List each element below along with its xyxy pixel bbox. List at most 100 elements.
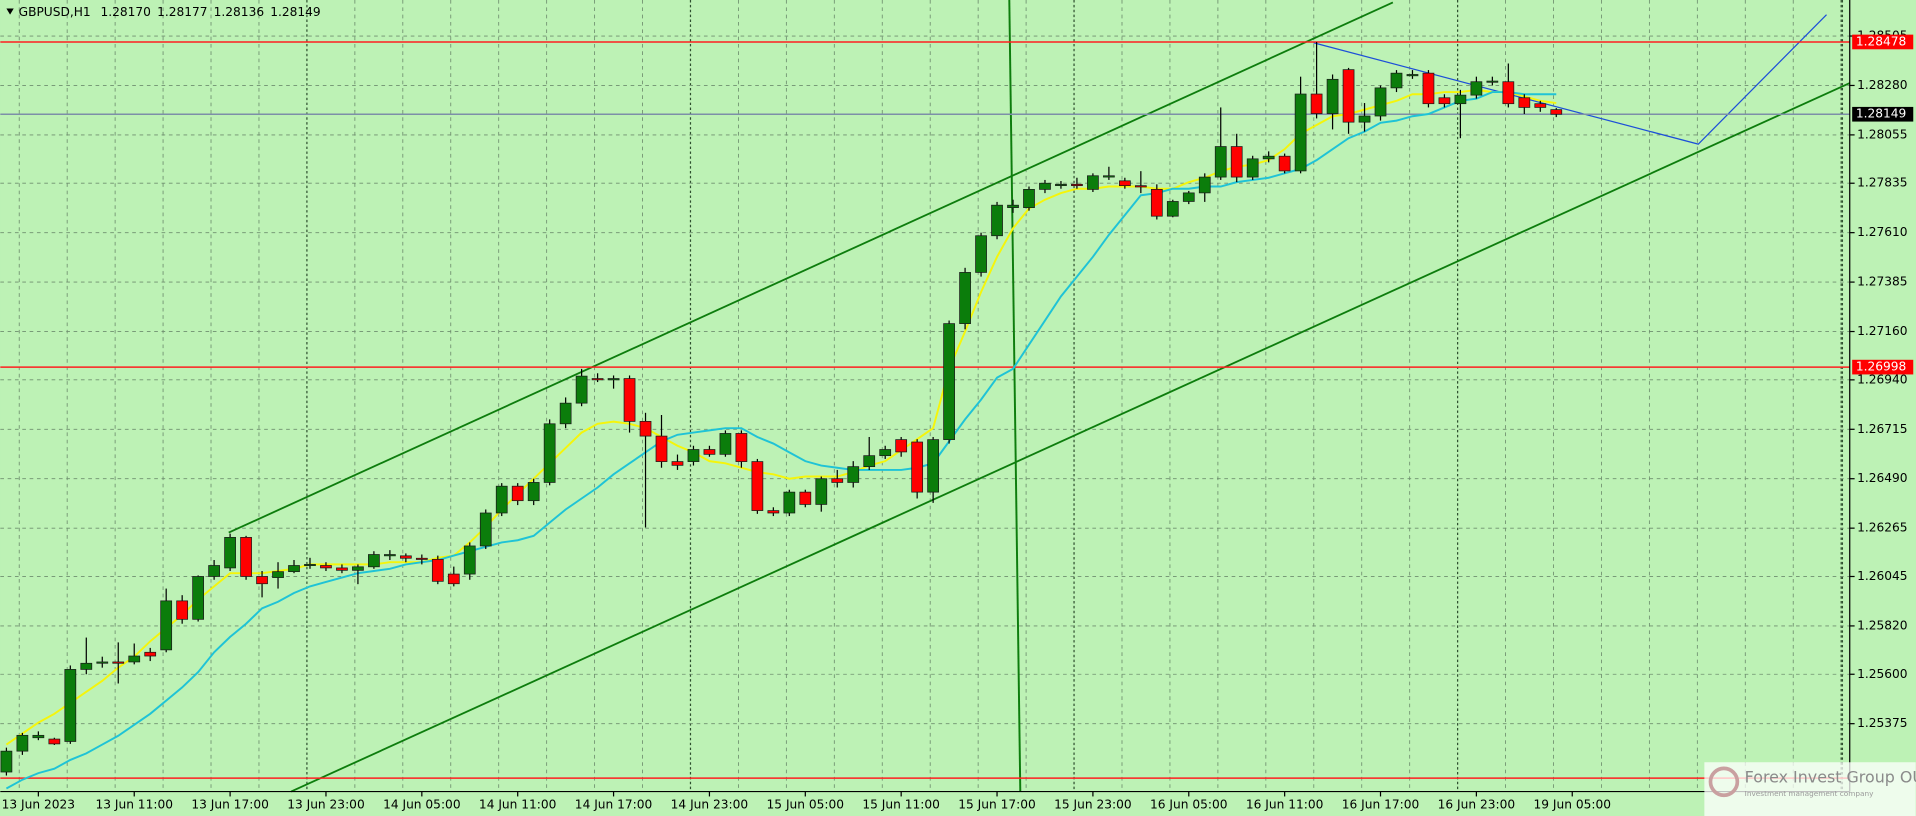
candle-body bbox=[559, 402, 572, 425]
candle-body bbox=[831, 478, 844, 483]
axes: 1.285051.282801.280551.278351.276101.273… bbox=[2, 29, 1914, 812]
candle-body bbox=[1518, 97, 1531, 108]
x-tick-label: 13 Jun 17:00 bbox=[191, 798, 269, 812]
x-tick-label: 13 Jun 23:00 bbox=[287, 798, 365, 812]
candle-body bbox=[767, 510, 780, 514]
candle-body bbox=[1374, 87, 1387, 117]
candle-body bbox=[511, 485, 524, 502]
y-tick-label: 1.27835 bbox=[1857, 176, 1907, 190]
candle-body bbox=[1103, 175, 1115, 178]
candle-body bbox=[399, 555, 412, 559]
candle-body bbox=[975, 235, 987, 273]
y-tick-label: 1.28280 bbox=[1857, 78, 1907, 92]
level-label-box bbox=[1852, 34, 1914, 50]
candle-body bbox=[447, 573, 460, 585]
x-tick-label: 15 Jun 17:00 bbox=[958, 798, 1036, 812]
y-tick-label: 1.27160 bbox=[1857, 324, 1907, 338]
candle-body bbox=[575, 375, 588, 404]
candle-body bbox=[288, 565, 300, 573]
watermark-box bbox=[1704, 762, 1916, 816]
candle-body bbox=[671, 461, 684, 466]
candle-body bbox=[304, 564, 316, 566]
watermark-title: Forex Invest Group OU bbox=[1745, 768, 1916, 787]
candle-body bbox=[208, 565, 220, 577]
candle-body bbox=[1262, 155, 1275, 160]
x-tick-label: 16 Jun 05:00 bbox=[1150, 798, 1228, 812]
candle-body bbox=[1358, 115, 1371, 123]
y-tick-label: 1.25600 bbox=[1857, 667, 1907, 681]
candle-body bbox=[431, 558, 444, 582]
candle-body bbox=[1486, 80, 1499, 83]
x-tick-label: 14 Jun 05:00 bbox=[383, 798, 461, 812]
x-tick-label: 14 Jun 23:00 bbox=[671, 798, 749, 812]
grid bbox=[0, 0, 1850, 792]
x-tick-label: 15 Jun 05:00 bbox=[767, 798, 845, 812]
candle-body bbox=[1007, 204, 1019, 208]
header-close: 1.28149 bbox=[270, 5, 320, 19]
candle-body bbox=[735, 433, 748, 462]
candle-body bbox=[1134, 185, 1147, 188]
candle-body bbox=[1055, 183, 1067, 187]
candle-body bbox=[927, 439, 939, 493]
symbol: GBPUSD,H1 bbox=[19, 5, 91, 19]
candle-body bbox=[16, 734, 29, 752]
y-tick-label: 1.28055 bbox=[1857, 127, 1907, 141]
candle-body bbox=[1071, 183, 1083, 187]
x-tick-label: 14 Jun 17:00 bbox=[575, 798, 653, 812]
candle-body bbox=[591, 378, 604, 381]
candle-body bbox=[495, 485, 508, 514]
candle-body bbox=[1294, 93, 1307, 172]
candle-body bbox=[352, 566, 364, 571]
candle-body bbox=[1214, 146, 1227, 178]
candle-body bbox=[911, 441, 924, 493]
candle-body bbox=[1166, 201, 1179, 217]
candle-body bbox=[192, 576, 205, 620]
candle-body bbox=[1390, 72, 1403, 89]
candle-body bbox=[527, 482, 540, 502]
candle-body bbox=[144, 651, 157, 657]
candle-body bbox=[1342, 69, 1355, 123]
x-tick-label: 16 Jun 23:00 bbox=[1438, 798, 1516, 812]
candle-body bbox=[256, 576, 268, 585]
x-tick-label: 16 Jun 17:00 bbox=[1342, 798, 1420, 812]
channel-upper bbox=[228, 1, 1394, 534]
level-label: 1.28478 bbox=[1856, 34, 1906, 48]
x-tick-label: 13 Jun 2023 bbox=[2, 798, 75, 812]
projection-line bbox=[1313, 14, 1827, 145]
candle-body bbox=[1230, 146, 1243, 178]
level-label: 1.28149 bbox=[1856, 107, 1906, 121]
x-tick-label: 19 Jun 05:00 bbox=[1533, 798, 1611, 812]
candle-body bbox=[48, 738, 61, 745]
candle-body bbox=[368, 554, 380, 568]
y-tick-label: 1.26265 bbox=[1857, 521, 1907, 535]
candle-body bbox=[655, 435, 668, 462]
candle-body bbox=[463, 545, 476, 575]
x-tick-label: 15 Jun 11:00 bbox=[862, 798, 940, 812]
candle-body bbox=[639, 421, 652, 437]
y-tick-label: 1.26045 bbox=[1857, 569, 1907, 583]
candle-body bbox=[1278, 155, 1291, 172]
candle-body bbox=[959, 272, 971, 324]
candle-body bbox=[815, 478, 828, 505]
x-tick-label: 13 Jun 11:00 bbox=[95, 798, 173, 812]
candle-body bbox=[32, 734, 45, 739]
candle-body bbox=[847, 466, 860, 483]
candle-body bbox=[1326, 78, 1339, 114]
candle-body bbox=[1087, 175, 1099, 190]
header-high: 1.28177 bbox=[157, 5, 207, 19]
candle-body bbox=[799, 491, 812, 505]
candle-body bbox=[415, 557, 428, 560]
candle-body bbox=[112, 661, 125, 664]
candle-body bbox=[384, 554, 396, 557]
candle-body bbox=[1502, 81, 1515, 105]
candle-body bbox=[783, 491, 796, 514]
candle-body bbox=[703, 449, 716, 455]
candle-body bbox=[160, 600, 173, 651]
candle-body bbox=[336, 567, 348, 571]
candle-body bbox=[240, 537, 252, 577]
candle-body bbox=[1310, 93, 1323, 114]
candle-body bbox=[1198, 176, 1211, 194]
